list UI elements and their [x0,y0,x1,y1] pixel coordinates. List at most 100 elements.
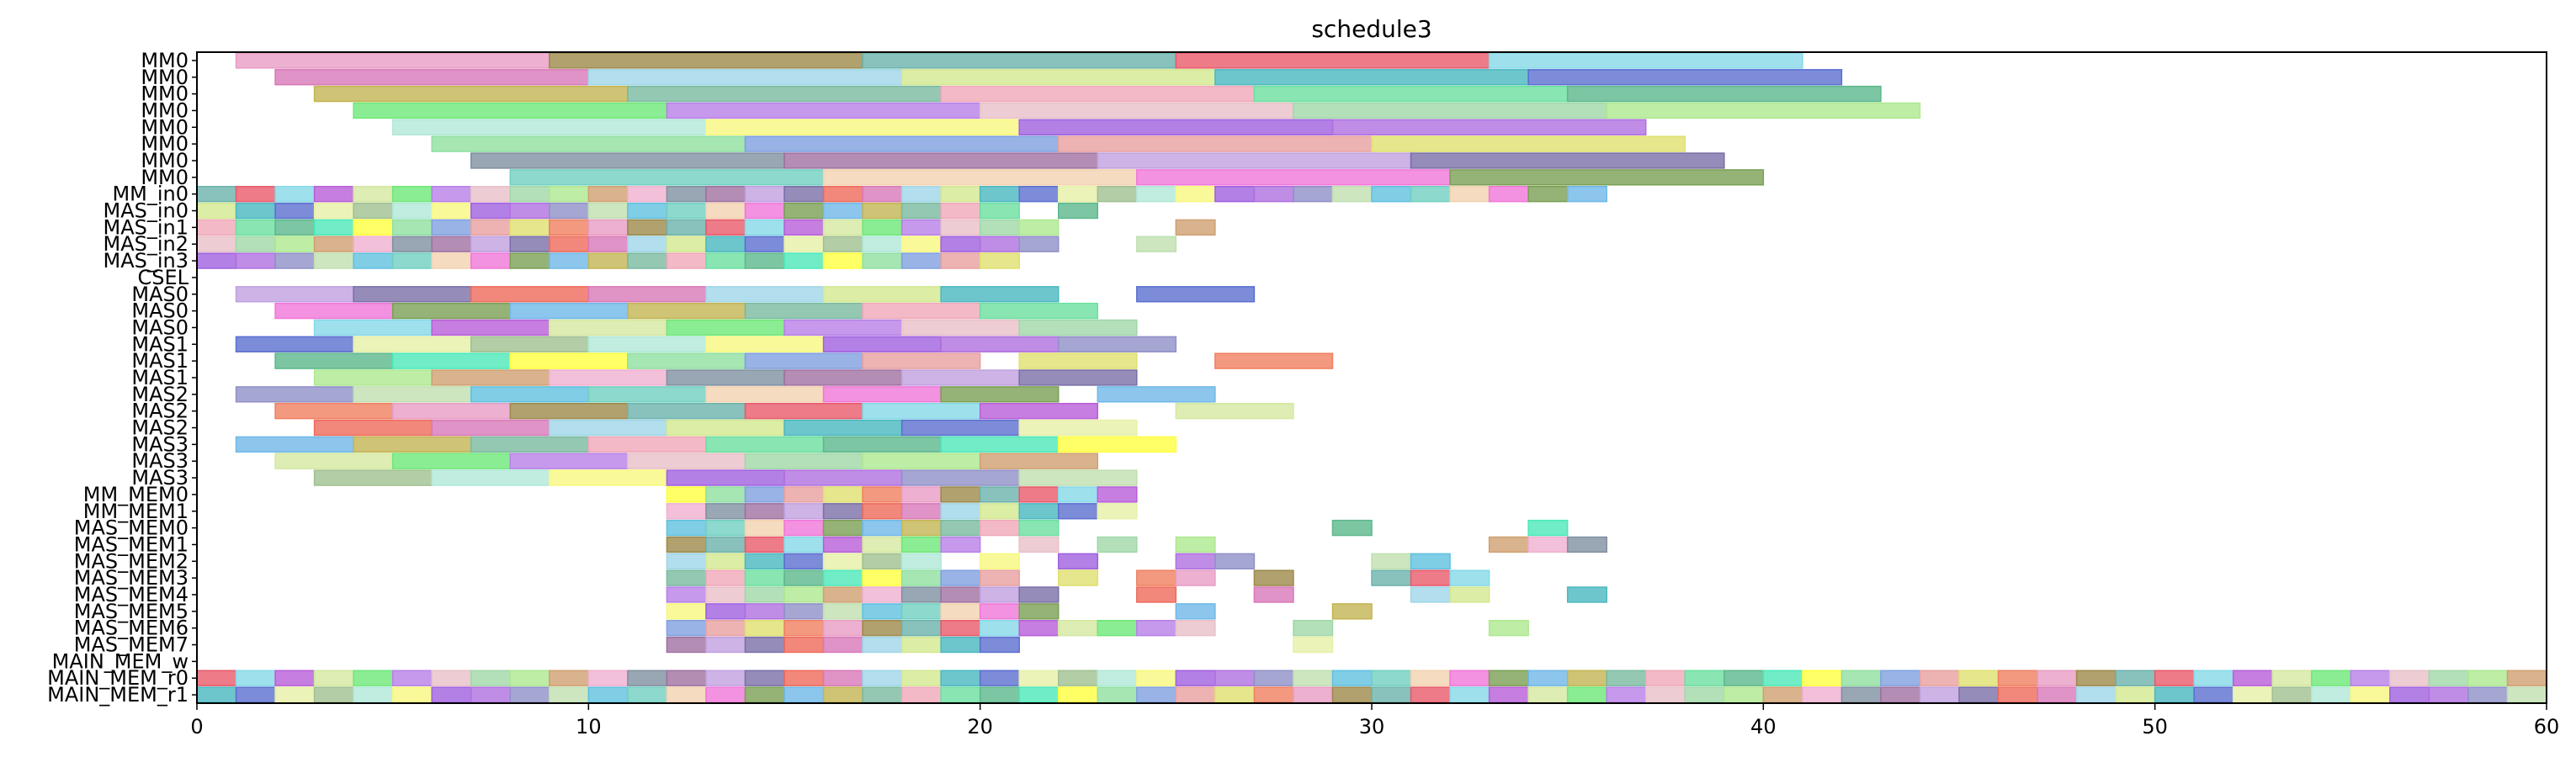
task-bar [783,636,825,654]
task-bar [666,586,707,603]
task-bar [940,236,981,252]
task-bar [1018,469,1138,486]
task-bar [470,202,512,220]
task-bar [666,102,981,119]
task-bar [2467,670,2509,686]
y-tick-label: MAS2 [131,416,189,440]
task-bar [391,119,707,135]
task-bar [1371,553,1412,569]
task-bar [900,620,942,637]
y-tick-label: MAS_MEM2 [74,549,189,573]
task-bar [1488,620,1529,637]
y-tick-label: MAS0 [131,315,189,339]
task-bar [666,686,707,703]
task-bar [431,186,472,203]
task-bar [1449,169,1765,186]
task-bar [509,219,550,236]
y-tick-label: CSEL [137,266,189,289]
task-bar [1097,686,1138,703]
task-bar [391,186,433,203]
task-bar [783,219,825,236]
task-bar [235,202,276,220]
y-tick-label: MAS0 [131,299,189,323]
task-bar [509,252,550,269]
task-bar [822,386,942,403]
task-bar [979,219,1020,236]
task-bar [822,519,863,537]
task-bar [979,403,1099,420]
task-bar [666,503,707,520]
task-bar [2389,686,2430,703]
task-bar [1331,670,1373,686]
task-bar [313,186,354,203]
task-bar [1253,586,1294,603]
task-bar [862,603,903,620]
y-tick-label: MAS_in2 [103,232,189,256]
y-tick-label: MAIN_MEM_w [52,649,189,673]
task-bar [666,670,707,686]
task-bar [2115,670,2156,686]
task-bar [1136,670,1177,686]
task-bar [549,469,668,486]
task-bar [274,352,394,369]
task-bar [1018,503,1060,520]
y-tick-label: MAS_in3 [103,249,189,273]
task-bar [666,186,707,203]
task-bar [587,686,629,703]
task-bar [900,469,1020,486]
task-bar [274,69,590,86]
task-bar [783,202,825,220]
task-bar [1880,670,1921,686]
task-bar [666,603,707,620]
task-bar [1018,319,1138,336]
task-bar [274,186,316,203]
task-bar [862,670,903,686]
task-bar [1293,636,1334,654]
task-bar [1449,686,1490,703]
chart-title: schedule3 [1311,15,1431,43]
task-bar [274,453,394,469]
x-tick-label: 50 [2142,715,2168,738]
task-bar [313,319,433,336]
x-tick-label: 10 [576,715,602,738]
task-bar [900,319,1020,336]
task-bar [1057,186,1099,203]
task-bar [1175,569,1216,586]
task-bar [822,569,863,586]
task-bar [509,453,629,469]
task-bar [1097,186,1138,203]
task-bar [196,252,237,269]
task-bar [1958,670,2000,686]
task-bar [1018,620,1060,637]
task-bar [1724,686,1765,703]
task-bar [1018,686,1060,703]
task-bar [235,386,354,403]
task-bar [1293,102,1607,119]
task-bar [353,686,394,703]
task-bar [1488,52,1803,69]
task-bar [783,486,825,503]
task-bar [1018,352,1138,369]
y-tick-label: MAS_MEM3 [74,566,189,590]
task-bar [862,252,903,269]
task-bar [783,236,825,252]
task-bar [900,636,942,654]
task-bar [666,553,707,569]
task-bar [900,686,942,703]
task-bar [431,135,746,152]
task-bar [1018,536,1060,553]
task-bar [1057,202,1099,220]
task-bar [822,186,863,203]
task-bar [666,519,707,537]
task-bar [431,319,550,336]
task-bar [470,336,590,352]
task-bar [549,369,668,386]
task-bar [196,670,237,686]
task-bar [900,202,942,220]
task-bar [1410,686,1451,703]
task-bar [431,219,472,236]
task-bar [470,670,512,686]
task-bar [979,686,1020,703]
task-bar [2037,670,2078,686]
task-bar [1175,403,1294,420]
